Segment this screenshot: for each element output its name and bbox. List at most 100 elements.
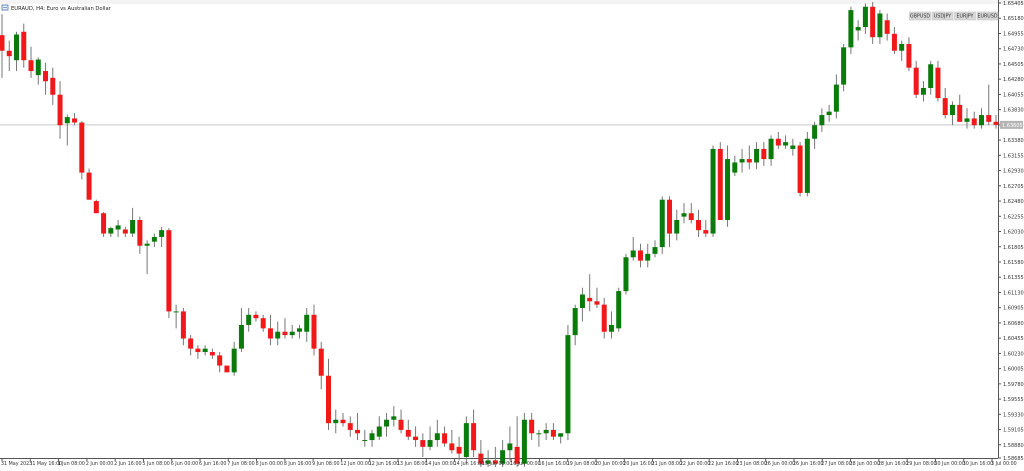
candle <box>14 31 20 72</box>
candle-body-bull <box>848 10 854 48</box>
candle-body-bear <box>529 419 535 434</box>
candle <box>115 220 121 237</box>
candle <box>558 433 564 444</box>
candle-body-bull <box>899 43 905 51</box>
candle-body-bull <box>819 115 825 126</box>
symbol-tab-usdjpy[interactable]: USDJPY <box>931 11 954 21</box>
y-tick-label: 1.61130 <box>1003 290 1024 296</box>
candle-body-bear <box>594 301 600 305</box>
candle-body-bull <box>384 419 390 427</box>
candle-body-bull <box>304 314 310 332</box>
candle-body-bull <box>630 250 636 258</box>
y-tick-label: 1.63830 <box>1003 108 1024 114</box>
candle-body-bull <box>108 228 114 234</box>
y-tick-label: 1.60680 <box>1003 321 1024 327</box>
candle-body-bull <box>949 104 955 116</box>
x-tick-label: 3 Jul 00:00 <box>991 461 1017 467</box>
candle <box>151 233 157 248</box>
candle-body-bear <box>57 94 63 126</box>
candle-body-bear <box>137 220 143 246</box>
y-tick-label: 1.62030 <box>1003 230 1024 236</box>
candle-body-bull <box>732 162 738 173</box>
x-tick-label: 9 Jun 08:00 <box>312 461 339 467</box>
candle <box>819 108 825 132</box>
candle-body-bull <box>572 308 578 336</box>
candle-body-bull <box>608 324 614 332</box>
candle-body-bull <box>536 433 542 435</box>
candle <box>57 81 63 139</box>
candle-body-bull <box>558 433 564 437</box>
candle <box>384 412 390 437</box>
y-tick-label: 1.59555 <box>1003 397 1024 403</box>
candle <box>688 203 694 224</box>
candle-body-bull <box>376 426 382 437</box>
candle <box>296 324 302 339</box>
candle <box>579 287 585 322</box>
candle <box>166 228 172 319</box>
x-tick-label: 20 Jun 16:00 <box>623 461 653 467</box>
y-tick-label: 1.62255 <box>1003 214 1024 220</box>
candle <box>732 155 738 176</box>
candle <box>812 121 818 149</box>
candle-body-bear <box>398 419 404 430</box>
candle-body-bear <box>986 115 992 122</box>
candle <box>587 274 593 312</box>
symbol-tab-bg <box>931 11 954 21</box>
y-tick-label: 1.59330 <box>1003 412 1024 418</box>
candle-body-bear <box>21 31 27 61</box>
candle-body-bull <box>14 34 20 61</box>
candle <box>340 412 346 427</box>
candle-body-bull <box>826 111 832 116</box>
y-tick-label: 1.65180 <box>1003 16 1024 22</box>
candle <box>833 74 839 119</box>
candle-body-bull <box>855 27 861 31</box>
candle <box>507 426 513 461</box>
candle <box>209 348 215 359</box>
candle-body-bull <box>645 253 651 261</box>
x-tick-label: 7 Jun 08:00 <box>227 461 254 467</box>
x-tick-label: 19 Jun 08:00 <box>567 461 597 467</box>
symbol-tab-bg <box>954 11 976 21</box>
candle <box>318 341 324 390</box>
candle-body-bear <box>761 148 767 160</box>
symbol-tab-bg <box>976 11 999 21</box>
candle <box>703 220 709 237</box>
candle-body-bull <box>500 450 506 464</box>
candle <box>376 416 382 441</box>
x-tick-label: 29 Jun 08:00 <box>906 461 936 467</box>
candle-body-bear <box>6 50 12 57</box>
symbol-tab-gbpusd[interactable]: GBPUSD <box>909 11 931 21</box>
candle-body-bull <box>674 220 680 234</box>
candle <box>986 84 992 126</box>
y-tick-label: 1.64280 <box>1003 77 1024 83</box>
x-tick-label: 8 Jun 00:00 <box>256 461 283 467</box>
candle-body-bull <box>391 416 397 420</box>
candle-body-bull <box>579 294 585 309</box>
candle-body-bull <box>115 225 121 230</box>
symbol-tab-eurjpy[interactable]: EURJPY <box>954 11 976 21</box>
candle <box>463 416 469 464</box>
candle <box>674 209 680 241</box>
candle-body-bear <box>637 250 643 261</box>
candle-body-bull <box>739 159 745 163</box>
candle <box>899 40 905 61</box>
candle <box>783 135 789 149</box>
symbol-tab-eurusd[interactable]: EURUSD <box>976 11 999 21</box>
y-tick-label: 1.63155 <box>1003 153 1024 159</box>
candle-body-bull <box>710 148 716 234</box>
candle <box>652 240 658 258</box>
candle-body-bear <box>325 375 331 424</box>
candle-body-bull <box>130 220 136 234</box>
y-tick-label: 1.60905 <box>1003 306 1024 312</box>
candle <box>43 62 49 95</box>
candle <box>877 10 883 44</box>
y-tick-label: 1.62480 <box>1003 199 1024 205</box>
candle <box>50 67 56 105</box>
candle-body-bear <box>188 338 194 349</box>
candle-body-bear <box>195 348 201 353</box>
candle <box>500 440 506 468</box>
candle <box>572 304 578 346</box>
candle-body-bull <box>783 142 789 146</box>
candle-body-bear <box>93 201 99 214</box>
